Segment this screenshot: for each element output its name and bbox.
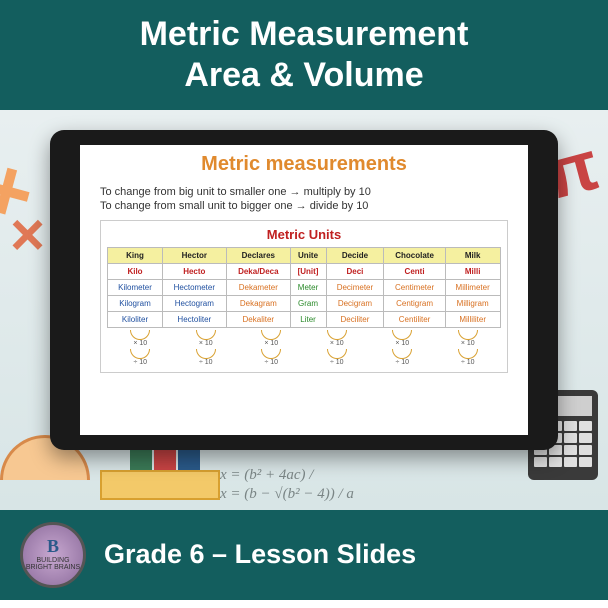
table-header-row: King Hector Declares Unite Decide Chocol… — [108, 247, 500, 263]
gram-row: Kilogram Hectogram Dekagram Gram Decigra… — [108, 295, 500, 311]
prefix-row: Kilo Hecto Deka/Deca [Unit] Deci Centi M… — [108, 263, 500, 279]
liter-row: Kiloliter Hectoliter Dekaliter Liter Dec… — [108, 311, 500, 327]
table-title: Metric Units — [107, 227, 500, 242]
formula-decoration: x = (b² + 4ac) / x = (b − √(b² − 4)) / a — [220, 466, 354, 505]
page-footer: B BUILDING BRIGHT BRAINS Grade 6 – Lesso… — [0, 510, 608, 600]
header-line-2: Area & Volume — [10, 55, 598, 96]
multiply-icon: × — [10, 200, 45, 269]
header-line-1: Metric Measurement — [10, 14, 598, 55]
slide-title: Metric measurements — [92, 153, 516, 176]
ruler-icon — [100, 470, 220, 500]
metric-table: Metric Units King Hector Declares Unite … — [100, 220, 507, 373]
footer-text: Grade 6 – Lesson Slides — [104, 539, 416, 570]
divide-arcs: ÷ 10 ÷ 10 ÷ 10 ÷ 10 ÷ 10 ÷ 10 — [107, 349, 500, 366]
conversion-rule-2: To change from small unit to bigger one … — [100, 200, 516, 212]
page-header: Metric Measurement Area & Volume — [0, 0, 608, 110]
multiply-arcs: × 10 × 10 × 10 × 10 × 10 × 10 — [107, 330, 500, 347]
brand-logo: B BUILDING BRIGHT BRAINS — [20, 522, 86, 588]
conversion-rule-1: To change from big unit to smaller one →… — [100, 186, 516, 198]
slide-content: Metric measurements To change from big u… — [80, 145, 528, 435]
meter-row: Kilometer Hectometer Dekameter Meter Dec… — [108, 279, 500, 295]
tablet-frame: Metric measurements To change from big u… — [50, 130, 558, 450]
units-table: King Hector Declares Unite Decide Chocol… — [107, 247, 500, 328]
main-area: + × π x = (b² + 4ac) / x = (b − √(b² − 4… — [0, 110, 608, 510]
